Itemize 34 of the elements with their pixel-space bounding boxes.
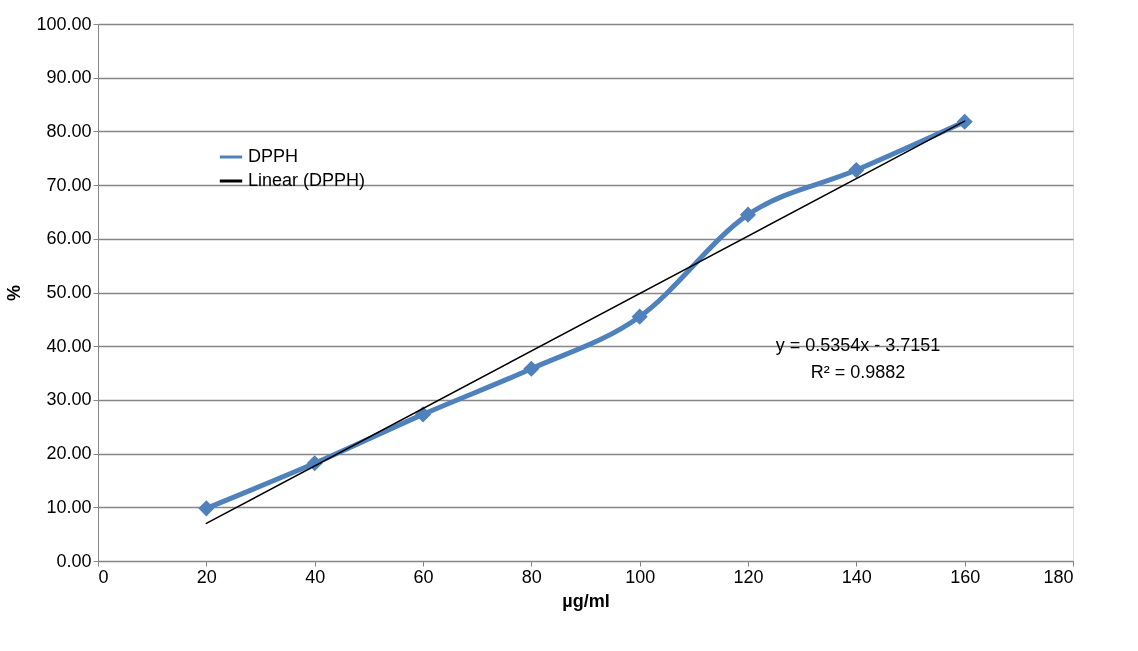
y-tick-label: 80.00	[46, 120, 92, 141]
x-tick-label: 40	[305, 566, 326, 587]
x-tick-label: 180	[1043, 566, 1074, 587]
y-tick-label: 30.00	[46, 389, 92, 410]
y-tick-label: 70.00	[46, 174, 92, 195]
point	[198, 500, 215, 517]
point	[631, 308, 648, 325]
x-tick-label: 120	[733, 566, 764, 587]
x-tick-label: 140	[841, 566, 872, 587]
x-tick-label: 60	[413, 566, 434, 587]
annotation: y = 0.5354x - 3.7151	[775, 335, 941, 355]
point	[956, 113, 973, 130]
annotation: R² = 0.9882	[810, 362, 906, 382]
point	[414, 406, 432, 423]
y-axis-title: %	[4, 284, 25, 302]
point	[739, 206, 757, 223]
x-tick-label: 0	[98, 566, 109, 587]
x-tick-label: 100	[625, 566, 656, 587]
y-tick-label: 20.00	[46, 443, 92, 464]
y-tick-label: 100.00	[36, 13, 92, 34]
point	[848, 162, 865, 179]
x-axis-title: µg/ml	[562, 590, 610, 611]
x-tick-label: 80	[521, 566, 542, 587]
y-tick-label: 60.00	[46, 228, 92, 249]
point	[523, 360, 540, 377]
y-tick-label: 10.00	[46, 496, 92, 517]
x-tick-label: 20	[196, 566, 217, 587]
y-tick-label: 0.00	[56, 550, 92, 571]
y-tick-label: 90.00	[46, 67, 92, 88]
y-tick-label: 50.00	[46, 282, 92, 302]
legend-label: DPPH	[248, 146, 299, 166]
y-tick-label: 40.00	[46, 335, 92, 356]
x-tick-label: 160	[950, 566, 981, 587]
legend-label: Linear (DPPH)	[248, 170, 366, 190]
